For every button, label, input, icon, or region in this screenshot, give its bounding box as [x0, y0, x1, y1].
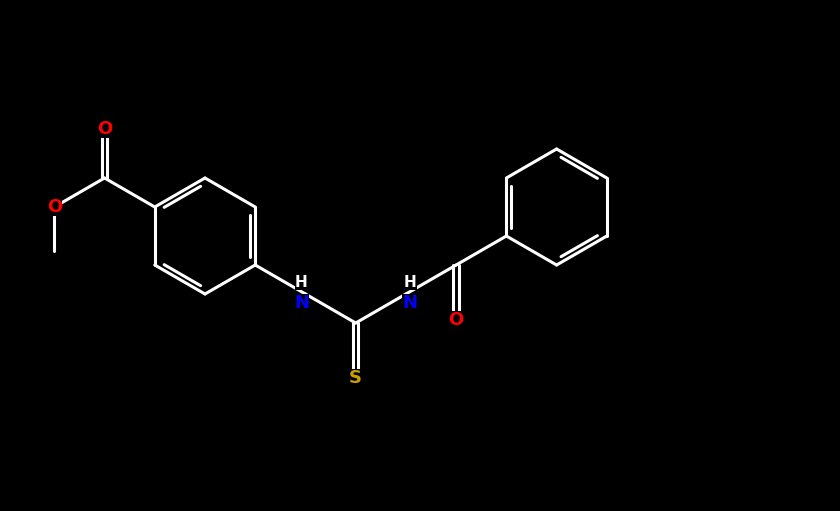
Text: H: H	[295, 274, 307, 290]
Text: O: O	[97, 120, 113, 137]
Text: H: H	[403, 274, 417, 290]
Text: O: O	[47, 198, 62, 216]
Text: N: N	[402, 294, 417, 312]
Text: N: N	[294, 294, 309, 312]
Text: S: S	[349, 369, 362, 387]
Text: O: O	[449, 311, 464, 329]
